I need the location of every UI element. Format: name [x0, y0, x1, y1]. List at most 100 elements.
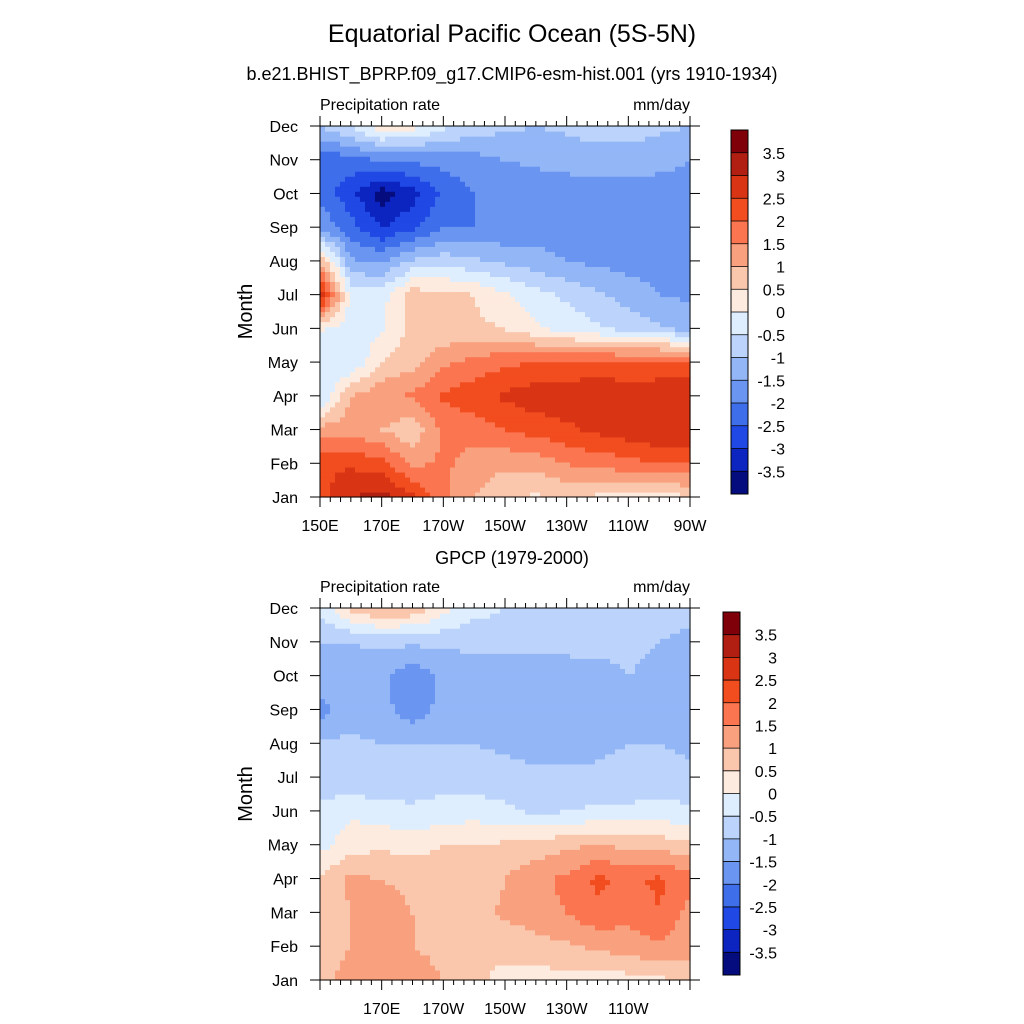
field-cell: [390, 381, 396, 388]
field-cell: [470, 481, 476, 488]
field-cell: [575, 376, 581, 383]
field-cell: [400, 176, 406, 182]
field-cell: [635, 481, 641, 488]
field-cell: [320, 361, 326, 368]
field-cell: [410, 291, 416, 298]
field-cell: [675, 316, 681, 323]
field-cell: [645, 376, 651, 383]
field-cell: [510, 181, 516, 187]
field-cell: [685, 291, 691, 298]
field-cell: [395, 371, 401, 378]
field-cell: [485, 236, 491, 242]
field-cell: [450, 186, 456, 192]
field-cell: [550, 356, 556, 363]
field-cell: [540, 206, 546, 212]
field-cell: [430, 481, 436, 488]
field-cell: [575, 221, 581, 227]
field-cell: [395, 251, 401, 257]
field-cell: [535, 346, 541, 353]
field-cell: [595, 176, 601, 182]
field-cell: [465, 401, 471, 408]
field-cell: [520, 261, 526, 267]
field-cell: [660, 321, 666, 328]
field-cell: [555, 266, 561, 272]
field-cell: [650, 466, 656, 473]
field-cell: [350, 256, 356, 262]
field-cell: [445, 171, 451, 177]
field-cell: [590, 201, 596, 207]
field-cell: [440, 396, 446, 403]
field-cell: [365, 166, 371, 172]
field-cell: [335, 206, 341, 212]
field-cell: [470, 156, 476, 162]
field-cell: [505, 286, 511, 293]
field-cell: [535, 181, 541, 187]
field-cell: [520, 306, 526, 313]
field-cell: [530, 211, 536, 217]
field-cell: [425, 476, 431, 483]
field-cell: [490, 251, 496, 257]
field-cell: [485, 426, 491, 433]
field-cell: [485, 316, 491, 323]
field-cell: [475, 161, 481, 167]
field-cell: [495, 296, 501, 303]
field-cell: [355, 281, 361, 288]
field-cell: [435, 456, 441, 463]
field-cell: [655, 426, 661, 433]
field-cell: [365, 251, 371, 257]
field-cell: [675, 396, 681, 403]
field-cell: [585, 256, 591, 262]
field-cell: [440, 236, 446, 242]
field-cell: [430, 216, 436, 222]
field-cell: [645, 381, 651, 388]
field-cell: [515, 361, 521, 368]
field-cell: [565, 421, 571, 428]
field-cell: [530, 371, 536, 378]
field-cell: [650, 346, 656, 353]
field-cell: [610, 416, 616, 423]
field-cell: [685, 366, 691, 373]
field-cell: [435, 246, 441, 252]
field-cell: [425, 206, 431, 212]
field-cell: [450, 171, 456, 177]
field-cell: [650, 251, 656, 257]
field-cell: [625, 441, 631, 448]
field-cell: [370, 406, 376, 413]
field-cell: [375, 321, 381, 328]
field-cell: [645, 326, 651, 333]
field-cell: [445, 436, 451, 443]
field-cell: [345, 381, 351, 388]
field-cell: [665, 206, 671, 212]
field-cell: [505, 366, 511, 373]
field-cell: [685, 221, 691, 227]
field-cell: [655, 231, 661, 237]
field-cell: [375, 366, 381, 373]
field-cell: [620, 166, 626, 172]
field-cell: [685, 201, 691, 207]
field-cell: [605, 441, 611, 448]
field-cell: [430, 261, 436, 267]
field-cell: [520, 171, 526, 177]
field-cell: [555, 446, 561, 453]
field-cell: [645, 201, 651, 207]
field-cell: [525, 451, 531, 458]
field-cell: [340, 246, 346, 252]
field-cell: [405, 236, 411, 242]
field-cell: [490, 481, 496, 488]
field-cell: [575, 166, 581, 172]
field-cell: [390, 226, 396, 232]
field-cell: [450, 311, 456, 318]
field-cell: [645, 456, 651, 463]
field-cell: [465, 216, 471, 222]
field-cell: [360, 471, 366, 478]
field-cell: [370, 261, 376, 267]
field-cell: [350, 401, 356, 408]
field-cell: [395, 156, 401, 162]
field-cell: [400, 311, 406, 318]
field-cell: [680, 226, 686, 232]
field-cell: [410, 321, 416, 328]
field-cell: [605, 461, 611, 468]
field-cell: [605, 296, 611, 303]
field-cell: [640, 181, 646, 187]
field-cell: [565, 441, 571, 448]
